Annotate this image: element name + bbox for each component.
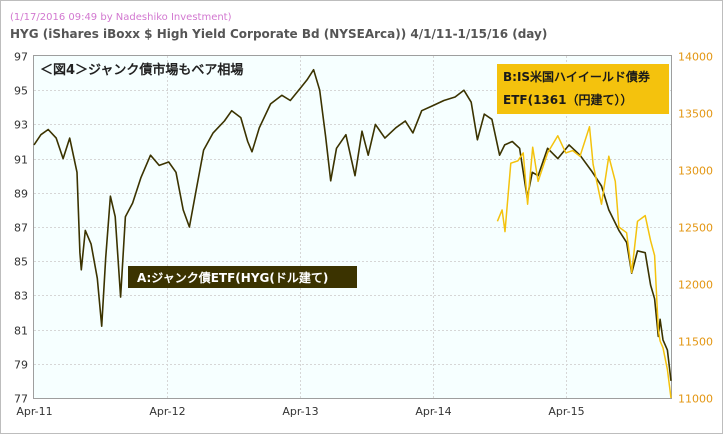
y-left-tick-label: 87: [14, 222, 28, 235]
label-b-text-line1: B:IS米国ハイイールド債券: [503, 69, 651, 84]
x-tick-label: Apr-14: [415, 405, 451, 418]
y-left-tick-label: 85: [14, 256, 28, 269]
y-right-tick-label: 13000: [678, 165, 713, 178]
label-b-box: [497, 64, 669, 114]
label-a-box: [128, 266, 357, 288]
timestamp-stamp: (1/17/2016 09:49 by Nadeshiko Investment…: [10, 12, 232, 23]
y-left-tick-label: 89: [14, 188, 28, 201]
y-left-tick-label: 93: [14, 119, 28, 132]
y-right-tick-label: 12000: [678, 279, 713, 292]
label-b-text-line2: ETF(1361（円建て））: [503, 92, 632, 107]
y-left-tick-label: 83: [14, 290, 28, 303]
y-left-tick-label: 95: [14, 85, 28, 98]
y-right-tick-label: 11500: [678, 336, 713, 349]
y-right-tick-label: 14000: [678, 51, 713, 64]
label-a-text: A:ジャンク債ETF(HYG(ドル建て): [137, 270, 328, 285]
y-left-tick-label: 81: [14, 325, 28, 338]
x-axis-ticks: Apr-11 Apr-12 Apr-13 Apr-14 Apr-15: [16, 405, 584, 418]
y-left-tick-label: 97: [14, 51, 28, 64]
y-left-tick-label: 77: [14, 393, 28, 406]
chart-title: HYG (iShares iBoxx $ High Yield Corporat…: [10, 27, 547, 41]
y-left-tick-label: 79: [14, 359, 28, 372]
x-tick-label: Apr-12: [149, 405, 185, 418]
x-tick-label: Apr-13: [282, 405, 318, 418]
left-axis-ticks: 77 79 81 83 85 87 89 91 93 95 97: [14, 51, 28, 406]
figure-title: ＜図4＞ジャンク債市場もベア相場: [40, 62, 243, 78]
series-b-line: [496, 125, 672, 399]
y-right-tick-label: 11000: [678, 393, 713, 406]
x-tick-label: Apr-11: [16, 405, 52, 418]
y-right-tick-label: 13500: [678, 108, 713, 121]
series-a-line: [33, 68, 672, 381]
y-left-tick-label: 91: [14, 154, 28, 167]
x-tick-label: Apr-15: [548, 405, 584, 418]
right-axis-ticks: 11000 11500 12000 12500 13000 13500 14000: [678, 51, 713, 406]
y-right-tick-label: 12500: [678, 222, 713, 235]
series-group: [33, 68, 672, 399]
